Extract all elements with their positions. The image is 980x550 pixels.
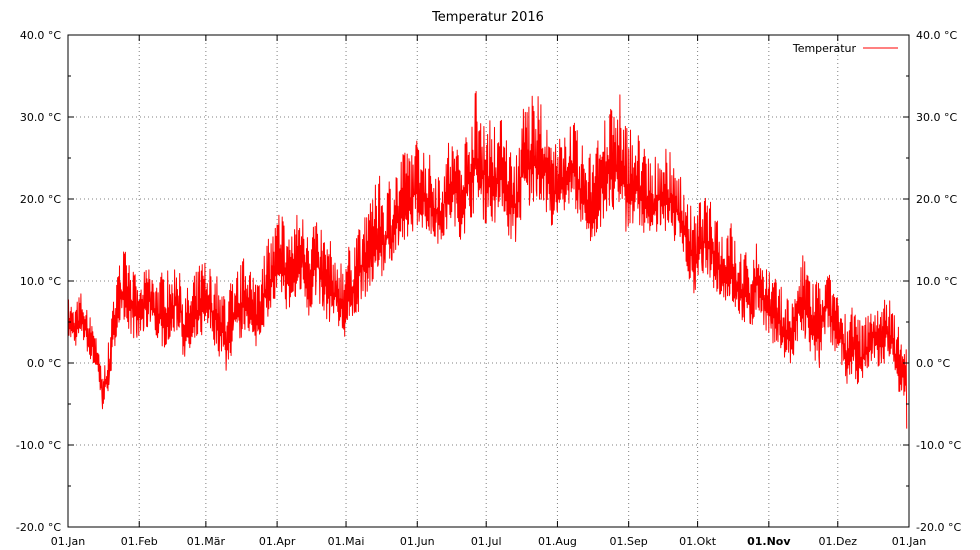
x-tick-label: 01.Feb [121, 535, 158, 548]
axis-labels: -20.0 °C -20.0 °C -10.0 °C -10.0 °C 0.0 °C 0.… [16, 29, 962, 548]
y-tick-label-left: -10.0 °C [16, 439, 61, 452]
x-tick-label: 01.Jul [471, 535, 502, 548]
y-tick-label-left: -20.0 °C [16, 521, 61, 534]
y-tick-label-left: 20.0 °C [20, 193, 61, 206]
y-tick-label-right: 30.0 °C [916, 111, 957, 124]
x-tick-label: 01.Jan [51, 535, 85, 548]
y-tick-label-left: 30.0 °C [20, 111, 61, 124]
x-tick-label: 01.Aug [538, 535, 577, 548]
y-tick-label-right: -10.0 °C [916, 439, 961, 452]
chart-title: Temperatur 2016 [431, 10, 544, 25]
x-tick-label: 01.Sep [610, 535, 648, 548]
x-tick-label: 01.Apr [259, 535, 296, 548]
legend-label: Temperatur [792, 42, 857, 55]
x-tick-label: 01.Nov [747, 535, 791, 548]
x-tick-label: 01.Jun [400, 535, 435, 548]
x-tick-label: 01.Dez [819, 535, 858, 548]
y-tick-label-right: 40.0 °C [916, 29, 957, 42]
y-tick-label-left: 0.0 °C [27, 357, 61, 370]
series-temperatur [67, 91, 908, 429]
x-tick-label: 01.Mai [328, 535, 365, 548]
y-tick-label-right: -20.0 °C [916, 521, 961, 534]
x-tick-label: 01.Okt [679, 535, 717, 548]
legend: Temperatur [792, 42, 898, 55]
axis-ticks [67, 34, 910, 528]
y-tick-label-right: 20.0 °C [916, 193, 957, 206]
y-tick-label-left: 40.0 °C [20, 29, 61, 42]
x-tick-label: 01.Jan [892, 535, 926, 548]
grid-lines [68, 35, 909, 527]
y-tick-label-right: 10.0 °C [916, 275, 957, 288]
x-tick-label: 01.Mär [187, 535, 226, 548]
y-tick-label-left: 10.0 °C [20, 275, 61, 288]
series-line-temperatur [67, 91, 908, 429]
y-tick-label-right: 0.0 °C [916, 357, 950, 370]
